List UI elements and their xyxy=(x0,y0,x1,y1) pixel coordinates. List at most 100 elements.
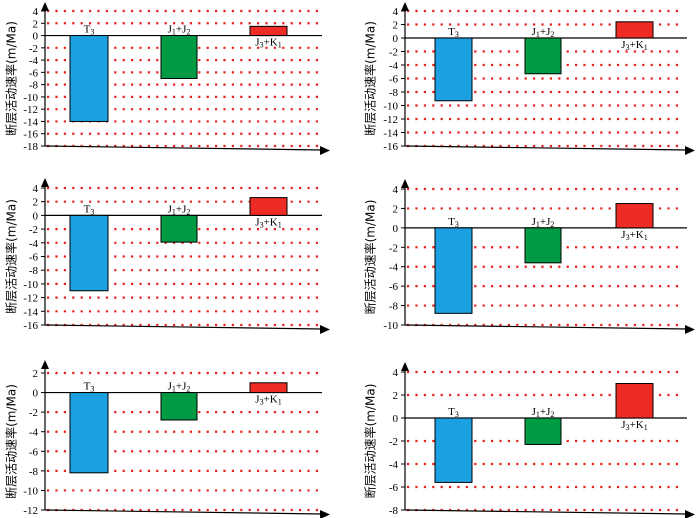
y-tick-label: -8 xyxy=(389,87,399,99)
chart-panel-middle-right: 4 2 0 -2 -4 -6 -8 -10 断层活动速率(m/Ma) T3 J1+J2 J3+K1 xyxy=(363,179,695,334)
bar-t3 xyxy=(434,227,473,314)
y-tick-label: 2 xyxy=(33,18,39,30)
bar-label: T3 xyxy=(448,406,459,419)
y-tick-label: 0 xyxy=(33,388,39,400)
x-axis-line xyxy=(404,509,688,515)
bar-j1-j2 xyxy=(524,417,562,445)
bar-j3-k1 xyxy=(615,21,654,39)
bar-label: J1+J2 xyxy=(168,203,191,216)
y-tick-label: -6 xyxy=(29,446,39,458)
y-tick-label: -4 xyxy=(29,238,39,250)
y-tick-label: 0 xyxy=(393,33,399,45)
y-tick-label: 4 xyxy=(393,367,399,379)
chart-panel-bottom-right: 4 2 0 -2 -4 -6 -8 断层活动速率(m/Ma) T3 J1+J2 J3+K1 xyxy=(363,362,695,518)
y-tick-label: -10 xyxy=(383,320,398,332)
chart-panel-bottom-left: 2 0 -2 -4 -6 -8 -10 -12 断层活动速率(m/Ma) T3 J1+J2 J3+K1 xyxy=(4,360,330,518)
y-tick-label: -6 xyxy=(389,281,399,293)
y-tick-label: -14 xyxy=(23,306,38,318)
y-tick-label: -4 xyxy=(389,459,399,471)
y-tick-label: 2 xyxy=(33,197,39,209)
x-axis-line xyxy=(404,145,688,151)
bar-j1-j2 xyxy=(160,35,198,79)
bar-label: J3+K1 xyxy=(621,419,647,432)
bar-label: J3+K1 xyxy=(255,37,281,50)
y-tick-label: 2 xyxy=(393,203,399,215)
x-axis-arrow xyxy=(685,510,695,518)
y-tick-label: 0 xyxy=(393,413,399,425)
y-tick-label: 0 xyxy=(33,31,39,43)
y-tick-label: -2 xyxy=(29,224,38,236)
y-tick-label: -2 xyxy=(29,43,38,55)
x-axis-line xyxy=(404,324,688,330)
y-tick-label: 4 xyxy=(393,184,399,196)
bar-t3 xyxy=(69,214,109,292)
y-axis-arrow xyxy=(41,2,49,11)
y-tick-label: -2 xyxy=(29,407,38,419)
y-axis-label: 断层活动速率(m/Ma) xyxy=(363,200,378,315)
y-tick-label: 4 xyxy=(33,6,39,18)
bar-label: T3 xyxy=(448,216,459,229)
bar-label: T3 xyxy=(84,381,95,394)
y-tick-label: -10 xyxy=(23,92,38,104)
y-tick-label: -4 xyxy=(29,427,39,439)
y-axis-label: 断层活动速率(m/Ma) xyxy=(4,199,19,314)
x-axis-arrow xyxy=(320,325,330,334)
y-axis-arrow xyxy=(401,362,409,371)
x-axis-arrow xyxy=(320,510,330,518)
chart-panel-top-right: 4 20 -2-4 -6-8 -10-12 -14-16 断层活动速率(m/Ma) T3 J1+… xyxy=(363,2,695,155)
chart-panel-middle-left: 4 20 -2 -4 -6-8 -10 -12-14 -16 断层活动速率(m/Ma) T3 J1+… xyxy=(4,178,330,334)
bar-j1-j2 xyxy=(160,392,198,421)
bar-j1-j2 xyxy=(524,37,562,75)
bar-j1-j2 xyxy=(524,227,562,264)
x-axis-line xyxy=(44,324,323,330)
y-tick-label: -6 xyxy=(29,67,39,79)
y-tick-label: 2 xyxy=(33,368,39,380)
y-axis-arrow xyxy=(41,360,49,369)
y-tick-label: -8 xyxy=(389,301,399,313)
y-tick-label: -6 xyxy=(389,482,399,494)
bar-j3-k1 xyxy=(615,203,654,229)
x-axis-line xyxy=(44,145,323,151)
y-tick-label: -6 xyxy=(389,74,399,86)
y-tick-label: -4 xyxy=(389,262,399,274)
chart-panel-top-left: 420-2-4-6-8-10-12-14-16-18 断层活动速率(m/Ma) T3… xyxy=(4,2,330,155)
bar-label: J3+K1 xyxy=(255,394,281,407)
y-tick-label: -10 xyxy=(23,279,38,291)
y-tick-label: -8 xyxy=(29,466,39,478)
bar-label: T3 xyxy=(448,26,459,39)
y-tick-label: -4 xyxy=(389,60,399,72)
y-tick-label: -18 xyxy=(23,141,38,153)
bar-label: J1+J2 xyxy=(168,24,191,37)
y-axis-label: 断层活动速率(m/Ma) xyxy=(4,384,19,499)
y-tick-label: -12 xyxy=(23,293,38,305)
bar-label: T3 xyxy=(84,24,95,37)
y-tick-label: -4 xyxy=(29,55,39,67)
bar-label: T3 xyxy=(84,203,95,216)
y-tick-label: 0 xyxy=(393,223,399,235)
bar-label: J1+J2 xyxy=(532,406,555,419)
bar-j3-k1 xyxy=(249,382,288,394)
x-axis-arrow xyxy=(685,325,695,334)
y-tick-label: -16 xyxy=(383,141,398,153)
y-tick-label: -8 xyxy=(389,505,399,517)
bar-label: J3+K1 xyxy=(255,216,281,229)
bar-label: J1+J2 xyxy=(168,381,191,394)
y-tick-label: -16 xyxy=(23,320,38,332)
x-axis-arrow xyxy=(320,146,330,155)
bar-j3-k1 xyxy=(615,383,654,419)
y-tick-label: -2 xyxy=(389,242,398,254)
y-axis-arrow xyxy=(41,178,49,187)
y-tick-label: -8 xyxy=(29,265,39,277)
bar-j3-k1 xyxy=(249,25,288,37)
y-tick-label: -12 xyxy=(383,114,398,126)
bar-label: J1+J2 xyxy=(532,26,555,39)
y-axis-arrow xyxy=(401,2,409,11)
y-axis-label: 断层活动速率(m/Ma) xyxy=(4,21,19,136)
y-tick-label: -2 xyxy=(389,436,398,448)
y-tick-label: -14 xyxy=(23,116,38,128)
y-tick-label: 2 xyxy=(393,20,399,32)
bar-j3-k1 xyxy=(249,197,288,216)
y-tick-label: -12 xyxy=(23,104,38,116)
y-tick-label: -10 xyxy=(383,101,398,113)
